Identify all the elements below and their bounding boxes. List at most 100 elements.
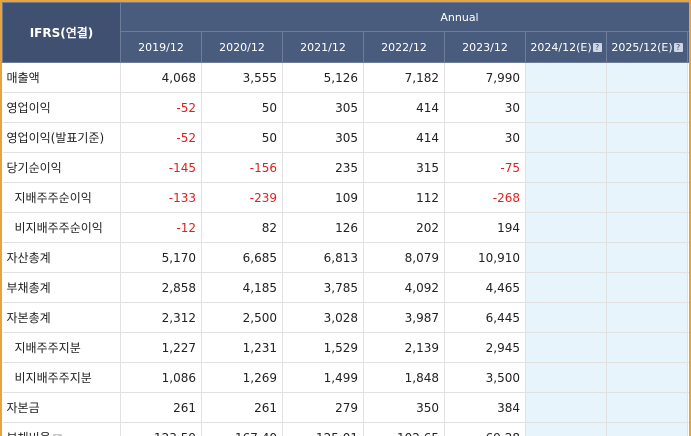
value-cell: 112 bbox=[363, 182, 445, 213]
value-cell: 82 bbox=[201, 212, 283, 243]
period-header bbox=[687, 31, 689, 63]
row-label-text: 부채비율 bbox=[7, 431, 51, 436]
estimate-cell bbox=[687, 272, 689, 303]
value-cell: 7,182 bbox=[363, 62, 445, 93]
estimate-cell bbox=[606, 362, 688, 393]
value-cell: 384 bbox=[444, 392, 526, 423]
table-row: 당기순이익 -145 -156 235 315 -75 bbox=[2, 152, 689, 183]
value-cell: 6,685 bbox=[201, 242, 283, 273]
value-cell: 30 bbox=[444, 122, 526, 153]
row-label: 비지배주주지분 bbox=[2, 362, 121, 393]
value-cell: 4,068 bbox=[120, 62, 202, 93]
estimate-cell bbox=[525, 212, 607, 243]
period-header: 2024/12(E)? bbox=[525, 31, 607, 63]
period-label: 2021/12 bbox=[300, 40, 346, 54]
row-label-text: 비지배주주순이익 bbox=[14, 221, 103, 235]
value-cell: 1,227 bbox=[120, 332, 202, 363]
value-cell: 3,500 bbox=[444, 362, 526, 393]
estimate-cell bbox=[687, 92, 689, 123]
estimate-cell bbox=[606, 152, 688, 183]
value-cell: 6,445 bbox=[444, 302, 526, 333]
estimate-cell bbox=[525, 122, 607, 153]
ifrs-header: IFRS(연결) bbox=[2, 2, 121, 63]
row-label: 자본총계 bbox=[2, 302, 121, 333]
period-header: 2019/12 bbox=[120, 31, 202, 63]
table-row: 부채비율?123.59167.40125.01102.6569.28 bbox=[2, 422, 689, 436]
estimate-cell bbox=[687, 212, 689, 243]
table-row: 비지배주주순이익 -12 82 126 202 194 bbox=[2, 212, 689, 243]
row-label: 영업이익 bbox=[2, 92, 121, 123]
value-cell: 167.40 bbox=[201, 422, 283, 436]
period-header: 2021/12 bbox=[282, 31, 364, 63]
question-mark-icon[interactable]: ? bbox=[592, 43, 602, 53]
value-cell: 414 bbox=[363, 92, 445, 123]
value-cell: 2,858 bbox=[120, 272, 202, 303]
value-cell: 50 bbox=[201, 122, 283, 153]
row-label: 부채총계 bbox=[2, 272, 121, 303]
value-cell: 1,529 bbox=[282, 332, 364, 363]
value-cell: -52 bbox=[120, 122, 202, 153]
value-cell: -75 bbox=[444, 152, 526, 183]
estimate-cell bbox=[687, 422, 689, 436]
estimate-cell bbox=[606, 272, 688, 303]
table-row: 영업이익(발표기준) -52 50 305 414 30 bbox=[2, 122, 689, 153]
row-label-text: 자본총계 bbox=[6, 311, 51, 325]
table-row: 영업이익 -52 50 305 414 30 bbox=[2, 92, 689, 123]
annual-header[interactable]: Annual bbox=[120, 2, 689, 33]
value-cell: 69.28 bbox=[444, 422, 526, 436]
value-cell: 125.01 bbox=[282, 422, 364, 436]
row-label: 자본금 bbox=[2, 392, 121, 423]
estimate-cell bbox=[525, 362, 607, 393]
period-header: 2023/12 bbox=[444, 31, 526, 63]
estimate-cell bbox=[606, 212, 688, 243]
value-cell: -133 bbox=[120, 182, 202, 213]
estimate-cell bbox=[606, 242, 688, 273]
table-row: 지배주주지분 1,227 1,231 1,529 2,139 2,945 bbox=[2, 332, 689, 363]
value-cell: 305 bbox=[282, 122, 364, 153]
estimate-cell bbox=[606, 62, 688, 93]
value-cell: 7,990 bbox=[444, 62, 526, 93]
value-cell: 2,312 bbox=[120, 302, 202, 333]
value-cell: 315 bbox=[363, 152, 445, 183]
estimate-cell bbox=[525, 422, 607, 436]
value-cell: 6,813 bbox=[282, 242, 364, 273]
row-label: 영업이익(발표기준) bbox=[2, 122, 121, 153]
row-label-text: 지배주주순이익 bbox=[14, 191, 92, 205]
value-cell: 1,848 bbox=[363, 362, 445, 393]
table-row: 자산총계 5,170 6,685 6,813 8,079 10,910 bbox=[2, 242, 689, 273]
period-label: 2020/12 bbox=[219, 40, 265, 54]
row-label-text: 비지배주주지분 bbox=[14, 371, 92, 385]
estimate-cell bbox=[687, 122, 689, 153]
estimate-cell bbox=[525, 182, 607, 213]
estimate-cell bbox=[606, 422, 688, 436]
estimate-cell bbox=[606, 332, 688, 363]
value-cell: 3,785 bbox=[282, 272, 364, 303]
value-cell: 2,945 bbox=[444, 332, 526, 363]
table-row: 자본금 261 261 279 350 384 bbox=[2, 392, 689, 423]
period-label: 2019/12 bbox=[138, 40, 184, 54]
value-cell: 235 bbox=[282, 152, 364, 183]
question-mark-icon[interactable]: ? bbox=[52, 434, 62, 436]
estimate-cell bbox=[687, 362, 689, 393]
estimate-cell bbox=[687, 242, 689, 273]
estimate-cell bbox=[687, 152, 689, 183]
value-cell: 102.65 bbox=[363, 422, 445, 436]
question-mark-icon[interactable]: ? bbox=[673, 43, 683, 53]
value-cell: 4,092 bbox=[363, 272, 445, 303]
value-cell: -145 bbox=[120, 152, 202, 183]
value-cell: 4,185 bbox=[201, 272, 283, 303]
value-cell: 1,231 bbox=[201, 332, 283, 363]
value-cell: 2,500 bbox=[201, 302, 283, 333]
period-header: 2022/12 bbox=[363, 31, 445, 63]
value-cell: -12 bbox=[120, 212, 202, 243]
row-label-text: 자본금 bbox=[6, 401, 40, 415]
value-cell: 202 bbox=[363, 212, 445, 243]
value-cell: 5,126 bbox=[282, 62, 364, 93]
period-label: 2022/12 bbox=[381, 40, 427, 54]
estimate-cell bbox=[525, 62, 607, 93]
row-label: 지배주주지분 bbox=[2, 332, 121, 363]
row-label-text: 매출액 bbox=[6, 71, 40, 85]
estimate-cell bbox=[687, 182, 689, 213]
